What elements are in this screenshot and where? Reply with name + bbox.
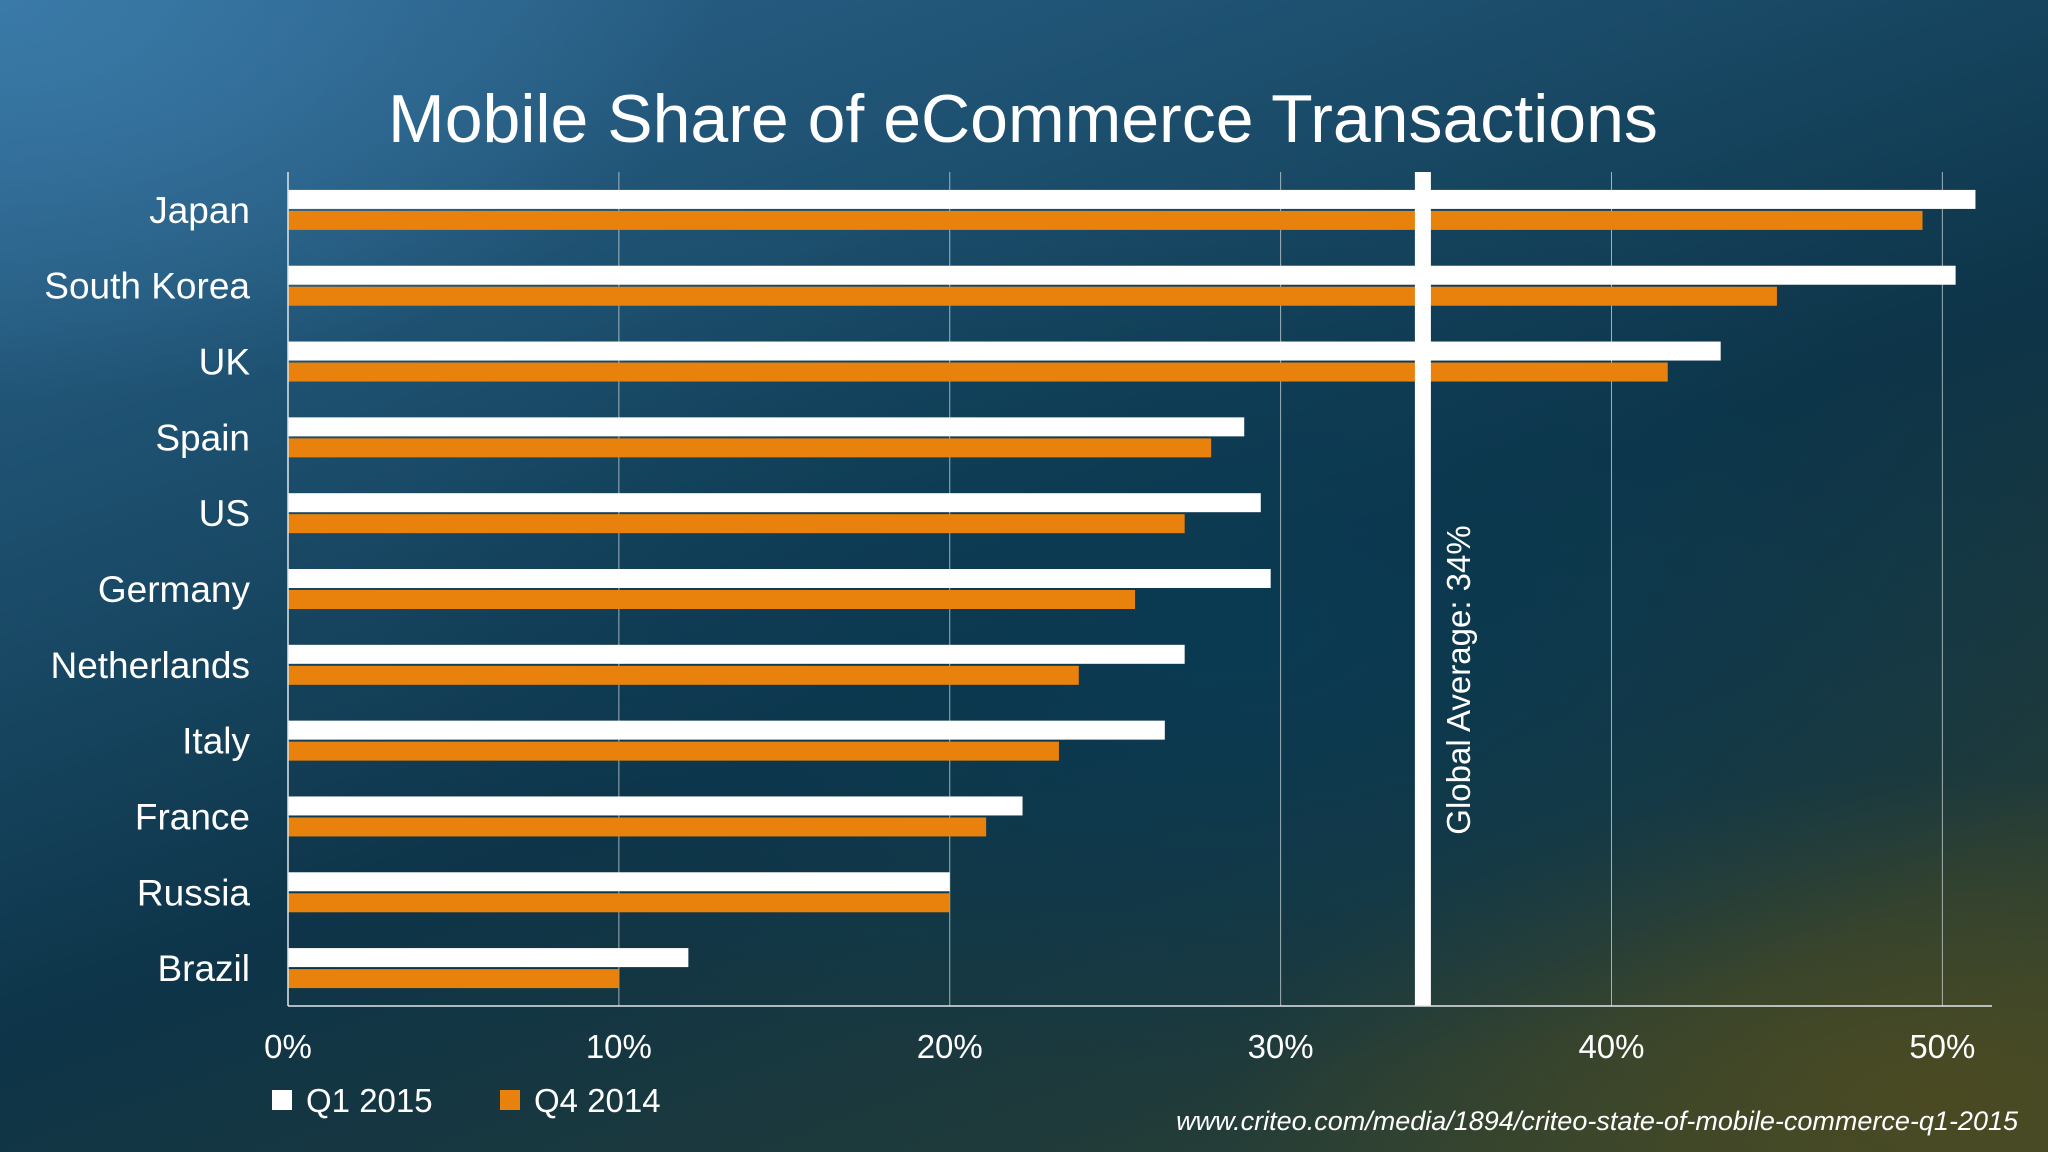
x-tick-label: 0% (264, 1028, 312, 1065)
bar (288, 720, 1165, 740)
bar (288, 969, 619, 989)
bars (288, 189, 1976, 989)
bar (288, 569, 1271, 588)
bar (288, 189, 1976, 209)
category-label: Brazil (157, 948, 250, 989)
legend-swatch (272, 1090, 292, 1110)
source-citation: www.criteo.com/media/1894/criteo-state-o… (1176, 1106, 2019, 1136)
category-label: UK (199, 342, 251, 383)
bar (288, 872, 950, 892)
x-tick-labels: 0% 10% 20% 30% 40% 50% (264, 1028, 1975, 1065)
bar (288, 341, 1721, 361)
category-label: Germany (98, 569, 251, 610)
category-label: South Korea (44, 266, 250, 307)
x-tick-label: 50% (1909, 1028, 1975, 1065)
global-average-line (1414, 172, 1431, 1006)
chart-title: Mobile Share of eCommerce Transactions (388, 81, 1658, 157)
legend: Q1 2015 Q4 2014 (272, 1082, 661, 1119)
category-label: US (199, 493, 250, 534)
axes (287, 172, 1992, 1007)
bar (288, 948, 689, 968)
category-label: Netherlands (50, 645, 250, 686)
category-label: Japan (149, 190, 250, 231)
legend-label: Q1 2015 (306, 1082, 433, 1119)
bar (288, 514, 1185, 534)
bar (288, 644, 1185, 664)
bar (288, 210, 1923, 230)
category-label: France (135, 796, 250, 837)
bar (288, 362, 1668, 382)
global-average-label: Global Average: 34% (1440, 525, 1477, 834)
x-tick-label: 30% (1248, 1028, 1314, 1065)
bar (288, 817, 987, 837)
x-tick-label: 10% (586, 1028, 652, 1065)
x-tick-label: 20% (917, 1028, 983, 1065)
bar (288, 417, 1245, 437)
bar (288, 438, 1212, 458)
bar (288, 796, 1023, 816)
category-label: Spain (155, 417, 250, 458)
legend-swatch (500, 1090, 520, 1110)
legend-label: Q4 2014 (534, 1082, 661, 1119)
category-label: Italy (182, 721, 250, 762)
bar (288, 590, 1136, 609)
bar (288, 286, 1777, 306)
bar (288, 893, 950, 913)
category-label: Russia (137, 872, 251, 913)
bar (288, 665, 1079, 685)
grid-lines (618, 172, 1943, 1006)
category-labels: Japan South Korea UK Spain US Germany Netherla… (44, 190, 250, 989)
bar (288, 265, 1956, 285)
bar (288, 493, 1261, 513)
x-tick-label: 40% (1578, 1028, 1644, 1065)
global-average-marker: Global Average: 34% (1414, 172, 1477, 1006)
bar (288, 741, 1059, 761)
